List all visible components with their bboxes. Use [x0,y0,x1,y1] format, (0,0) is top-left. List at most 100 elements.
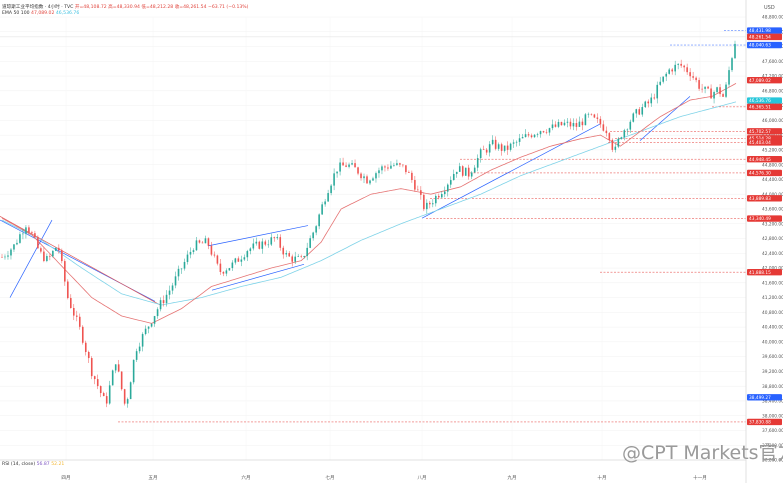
candle-body [273,237,276,239]
candle-body [198,240,201,243]
candle-body [180,268,183,270]
candle-body [396,163,398,166]
trend-line-red [0,216,161,306]
candle-body [252,243,255,249]
candle-body [506,145,509,150]
candle-body [629,121,632,130]
price-label-box [747,418,782,426]
candle-body [13,244,15,250]
candle-body [84,342,87,352]
candle-body [411,172,413,181]
candle-body [647,101,650,104]
candle-body [123,389,126,404]
trend-line [207,225,309,247]
candle-body [668,69,670,74]
candle-body [55,247,57,251]
chart-header: 道琼斯工业平均指数 · 4小时 · TVC 开=48,108.72 高=48,3… [2,4,248,10]
candle-body [282,247,285,255]
candle-body [165,294,168,304]
candle-body [683,65,685,68]
y-tick-label: 38,800.00 [762,384,783,390]
ohlc-readout: 开=48,108.72 高=48,330.94 低=48,212.28 收=48… [74,5,249,10]
candle-body [99,386,102,394]
candle-body [623,130,626,138]
axis-unit-label: USD [764,5,775,11]
candle-body [632,113,635,122]
candle-body [222,271,225,274]
candle-body [734,43,736,59]
candle-body [653,97,656,99]
price-label-box [747,215,782,222]
candle-body [144,328,147,335]
candle-body [503,145,506,151]
candle-body [461,166,464,176]
candle-body [393,165,395,166]
candle-body [156,309,159,317]
price-label-text: 38,499.27 [749,395,771,401]
candle-body [93,376,96,380]
candle-body [117,364,120,372]
x-tick-label: 六月 [241,474,250,481]
candle-body [270,237,273,245]
candle-body [590,113,593,115]
price-label-text: 41,888.15 [749,270,771,276]
candle-body [521,137,524,139]
candle-body [28,227,30,233]
candle-body [126,399,129,404]
candle-body [318,214,320,227]
candle-body [312,232,314,239]
ema-lines [1,83,737,324]
price-label-box [747,76,782,84]
price-label-text: 48,431.98 [749,28,771,34]
ema-slow-value: 46,536.76 [55,11,80,16]
candle-body [174,276,177,286]
ema-fast-line [1,83,737,324]
candle-body [467,167,470,177]
candle-body [587,113,590,115]
candle-body [596,117,599,119]
candle-body [650,97,653,104]
candle-body [470,172,473,177]
chart-title: 道琼斯工业平均指数 · 4小时 · TVC [2,5,74,10]
candle-body [120,371,123,390]
candle-body [671,69,673,72]
price-label-box [747,394,782,401]
candle-body [452,173,455,181]
candle-body [446,184,449,192]
candle-body [429,202,431,205]
candle-body [201,242,204,244]
candle-body [10,249,12,256]
candle-body [186,254,189,262]
candle-body [183,261,186,269]
candle-body [49,256,51,257]
candle-body [464,167,467,176]
candle-body [22,233,24,235]
trend-line [9,219,53,298]
candle-body [64,261,66,282]
price-label-text: 44,948.45 [749,157,771,163]
candle-body [500,144,503,151]
y-tick-label: 44,400.00 [762,177,783,183]
candle-body [554,124,557,127]
price-label-box [747,139,782,146]
price-label-box [747,27,782,34]
candle-body [204,238,207,244]
price-label-text: 48,040.63 [749,43,771,49]
candle-body [438,195,440,198]
price-label-text: 37,830.88 [749,420,771,426]
candle-body [719,87,721,95]
candle-body [560,121,563,126]
candle-body [608,133,611,140]
candle-body [578,121,581,127]
candle-body [641,107,644,115]
candle-body [102,393,105,397]
candle-body [16,242,18,245]
candle-body [168,290,171,295]
price-axis: USD48,800.0048,400.0048,000.0047,600.004… [745,0,783,483]
candle-body [426,202,428,210]
candle-body [617,138,620,147]
candle-body [138,346,141,352]
candle-body [333,173,335,186]
candle-body [479,149,482,159]
